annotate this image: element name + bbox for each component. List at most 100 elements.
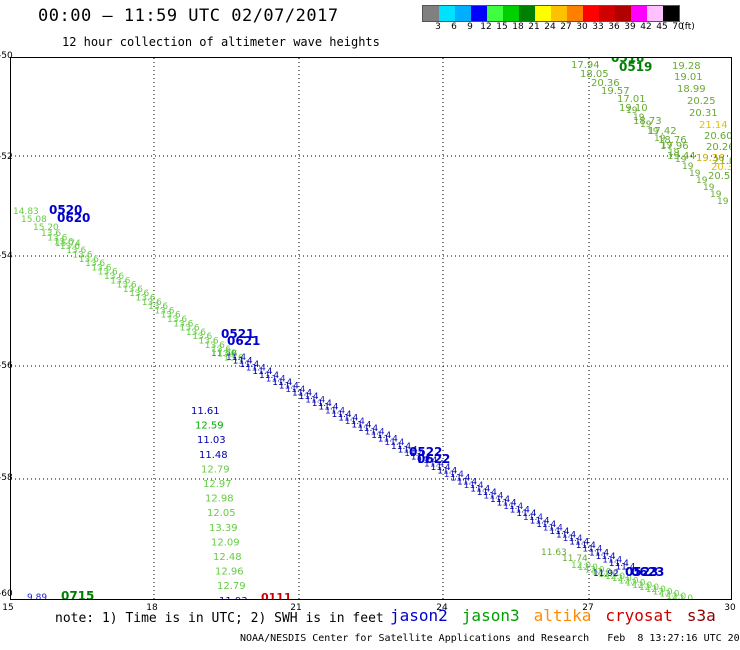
- wave-height-value: 11.4: [444, 470, 464, 480]
- page-title: 00:00 – 11:59 UTC 02/07/2017: [38, 6, 339, 26]
- color-scale-tick: 70: [672, 22, 684, 32]
- wave-height-value: 13.6: [85, 259, 105, 269]
- page-subtitle: 12 hour collection of altimeter wave hei…: [62, 35, 380, 49]
- track-label: 0620: [57, 211, 90, 225]
- wave-height-value: 9.89: [27, 593, 47, 600]
- wave-height-value: 13.39: [209, 523, 238, 534]
- track-label: 0622: [417, 452, 450, 466]
- wave-height-value: 19.36: [696, 153, 725, 164]
- color-scale-tick: 21: [528, 22, 540, 32]
- wave-height-value: 13.6: [217, 349, 237, 359]
- wave-height-value: 20.58: [708, 171, 732, 182]
- wave-height-value: 20.36: [591, 78, 620, 89]
- wave-height-value: 12.0: [585, 565, 605, 575]
- wave-height-value: 13.6: [54, 238, 74, 248]
- wave-height-value: 12.0: [571, 561, 591, 571]
- wave-height-value: 12.0: [605, 572, 625, 582]
- track-label: 0715: [61, 589, 94, 600]
- wave-height-value: 12.0: [619, 576, 639, 586]
- wave-height-value: 18.05: [580, 69, 609, 80]
- wave-height-value: 12.98: [205, 494, 234, 505]
- wave-height-value: 11.4: [490, 495, 510, 505]
- wave-height-value: 19: [703, 183, 715, 193]
- wave-height-value: 11.4: [602, 555, 622, 565]
- wave-height-value: 11.4: [437, 467, 457, 477]
- wave-height-value: 11.4: [226, 353, 246, 363]
- wave-height-value: 19: [654, 134, 666, 144]
- color-scale-tick: 3: [435, 22, 441, 32]
- wave-height-value: 11.4: [259, 371, 279, 381]
- wave-height-value: 17.42: [648, 126, 677, 137]
- wave-height-value: 12.0: [591, 568, 611, 578]
- wave-height-value: 11.4: [523, 513, 543, 523]
- color-scale-tick: 27: [560, 22, 572, 32]
- wave-height-value: 20.30: [711, 162, 732, 173]
- wave-height-value: 11.4: [325, 406, 345, 416]
- color-scale-tick: 9: [467, 22, 473, 32]
- footer-credit: NOAA/NESDIS Center for Satellite Applica…: [240, 633, 740, 644]
- color-scale-swatch: [455, 6, 471, 21]
- wave-height-value: 11.03: [197, 435, 226, 446]
- color-scale-tick: 42: [640, 22, 652, 32]
- wave-height-value: 17.01: [617, 94, 646, 105]
- wave-height-value: 11.4: [345, 417, 365, 427]
- wave-height-value: 11.4: [470, 484, 490, 494]
- wave-height-value: 11.4: [266, 374, 286, 384]
- color-scale-swatch: [599, 6, 615, 21]
- x-axis-label: 27: [582, 603, 594, 613]
- wave-height-value: 20.60: [704, 131, 732, 142]
- wave-height-value: 11.4: [615, 562, 635, 572]
- wave-height-value: 11.4: [549, 527, 569, 537]
- wave-height-value: 11.4: [384, 438, 404, 448]
- color-scale-labels: 3 6 9 12 15 18 21 24 27 30 33 36 39 42 45 70 (ft): [422, 22, 740, 34]
- color-scale-swatch: [583, 6, 599, 21]
- wave-height-value: 11.4: [252, 367, 272, 377]
- wave-height-value: 13.6: [123, 285, 143, 295]
- color-scale-swatch: [663, 6, 679, 21]
- y-axis-label: -60: [0, 589, 13, 599]
- wave-height-value: 11.4: [272, 378, 292, 388]
- wave-height-value: 11.50: [211, 349, 237, 359]
- y-axis-label: -50: [0, 51, 13, 61]
- wave-height-value: 11.4: [285, 385, 305, 395]
- wave-height-value: 11.4: [576, 541, 596, 551]
- y-axis-label: -58: [0, 473, 13, 483]
- y-axis-label: -52: [0, 152, 13, 162]
- wave-height-value: 12.0: [612, 574, 632, 584]
- color-scale-swatch: [487, 6, 503, 21]
- wave-height-value: 11.4: [365, 428, 385, 438]
- wave-height-value: 12.59: [195, 421, 224, 432]
- legend-item-altika: altika: [533, 606, 592, 625]
- wave-height-value: 13.6: [60, 242, 80, 252]
- wave-height-value: 19: [668, 148, 680, 158]
- wave-height-value: 12.0: [646, 585, 666, 595]
- color-scale-unit: (ft): [681, 22, 695, 32]
- wave-height-value: 19: [647, 127, 659, 137]
- wave-height-value: 13.6: [167, 315, 187, 325]
- track-label: 0623: [631, 565, 664, 579]
- y-axis-label: -56: [0, 361, 13, 371]
- wave-height-value: 13.6: [79, 255, 99, 265]
- wave-height-value: 11.4: [510, 506, 530, 516]
- wave-height-value: 13.6: [161, 311, 181, 321]
- wave-height-value: 12.97: [203, 479, 232, 490]
- wave-height-value: 11.4: [596, 552, 616, 562]
- wave-height-value: 11.4: [483, 491, 503, 501]
- color-scale-tick: 18: [512, 22, 524, 32]
- wave-height-value: 11.4: [239, 360, 259, 370]
- wave-height-value: 13.6: [211, 345, 231, 355]
- color-scale-tick: 30: [576, 22, 588, 32]
- wave-height-value: 11.4: [371, 431, 391, 441]
- color-scale-tick: 6: [451, 22, 457, 32]
- wave-height-value: 13.6: [192, 332, 212, 342]
- wave-height-value: 18.76: [658, 135, 687, 146]
- wave-height-value: 11.4: [563, 534, 583, 544]
- wave-height-value: 12.79: [217, 581, 246, 592]
- wave-height-value: 13.6: [173, 319, 193, 329]
- x-axis-label: 18: [146, 603, 158, 613]
- wave-height-value: 11.4: [569, 538, 589, 548]
- color-scale-tick: 15: [496, 22, 508, 32]
- wave-height-value: 12.0: [639, 583, 659, 593]
- color-scale-swatch: [471, 6, 487, 21]
- x-axis-label: 24: [436, 603, 448, 613]
